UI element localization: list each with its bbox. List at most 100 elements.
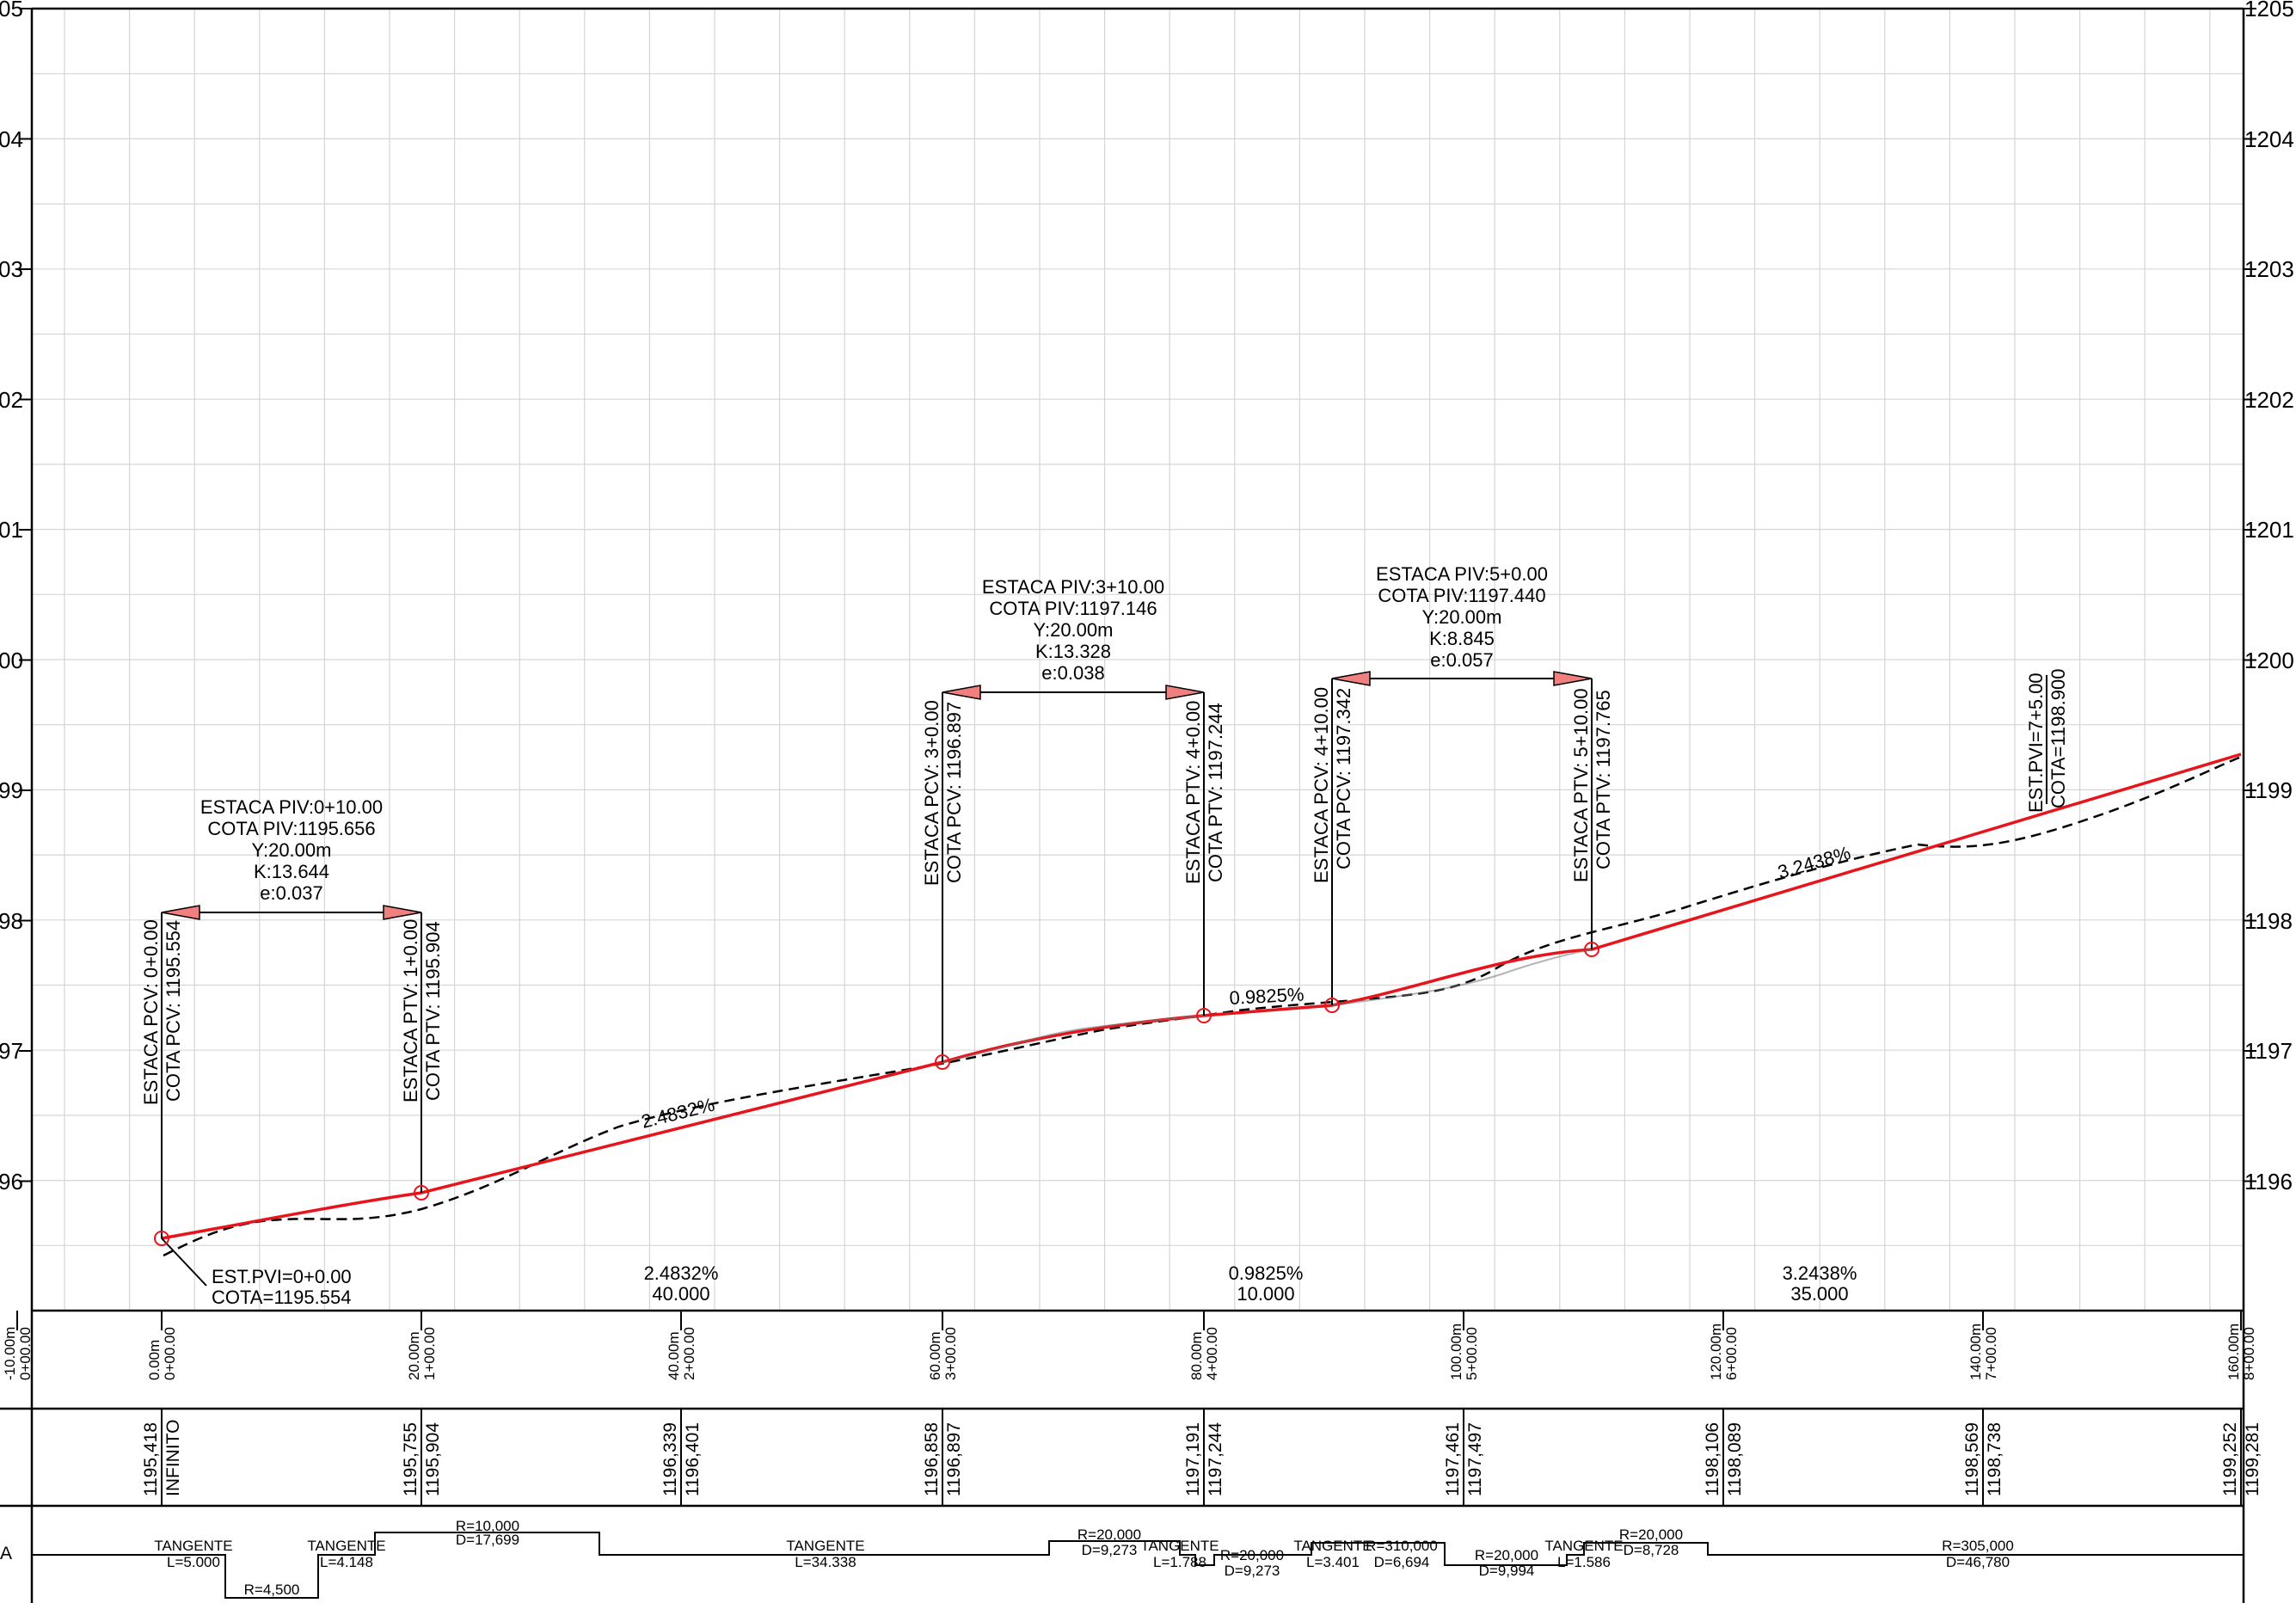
grade-elevation: 1197,497 [1465, 1422, 1485, 1496]
terrain-elevation: 1197,191 [1183, 1422, 1203, 1496]
geometry-element-value: D=9,273 [1082, 1542, 1138, 1558]
pvi-marker [1196, 1008, 1212, 1023]
left-axis: 05 04 03 02 01 00 99 98 97 96 [0, 0, 23, 1195]
pcv-ptv-labels: ESTACA PCV: 0+0.00 COTA PCV: 1195.554 ES… [140, 669, 2069, 1105]
terrain-elevation: 1196,858 [922, 1422, 942, 1496]
geometry-element-type: TANGENTE [1544, 1538, 1623, 1554]
station-name: 1+00.00 [421, 1327, 438, 1380]
terrain-elevation: 1198,106 [1703, 1422, 1722, 1496]
pvi-info-line: K:13.644 [254, 861, 329, 882]
grade-elevation: 1196,401 [683, 1422, 703, 1496]
slope-length-table: 2.4832% 40.000 0.9825% 10.000 3.2438% 35… [644, 1262, 1857, 1305]
segment-slope: 0.9825% [1229, 1262, 1304, 1284]
right-axis-tick: 1197 [2244, 1038, 2293, 1064]
geometry-element-type: TANGENTE [307, 1538, 385, 1554]
segment-length: 40.000 [652, 1283, 709, 1305]
right-axis: 1205 1204 1203 1202 1201 1200 1199 1198 … [2244, 0, 2294, 1195]
pvi-marker [1584, 942, 1599, 957]
terrain-elevation: 1195,418 [141, 1422, 161, 1496]
geometry-element-value: D=9,994 [1479, 1563, 1535, 1579]
ptv-elevation-label: COTA PTV: 1195.904 [422, 921, 444, 1101]
geometry-element-type: TANGENTE [786, 1538, 864, 1554]
grade-elevation: INFINITO [163, 1420, 183, 1496]
pcv-station-label: ESTACA PCV: 0+0.00 [140, 919, 162, 1105]
pvi-info-line: ESTACA PIV:3+10.00 [982, 576, 1164, 598]
terrain-elevation: 1199,252 [2220, 1422, 2240, 1496]
station-distance: 140.00m [1968, 1324, 1984, 1380]
pvi-marker [1324, 998, 1340, 1013]
left-axis-tick: 02 [0, 387, 23, 413]
geometry-element-type: R=20,000 [1475, 1547, 1538, 1563]
curve-length-arrows [161, 671, 1593, 920]
ptv-elevation-label: COTA PTV: 1197.244 [1205, 703, 1226, 882]
end-pvi-station-label: EST.PVI=7+5.00 [2025, 673, 2047, 813]
ptv-station-label: ESTACA PTV: 4+0.00 [1182, 701, 1204, 884]
grade-elevation: 1198,089 [1725, 1422, 1745, 1496]
geometry-element-type: R=4,500 [244, 1582, 300, 1598]
geometry-element-type: TANGENTE [1293, 1538, 1372, 1554]
grade-slope-label: 3.2438% [1775, 842, 1852, 883]
pvi-info-line: ESTACA PIV:0+10.00 [200, 796, 383, 818]
geometry-element-type: TANGENTE [154, 1538, 232, 1554]
profile-grid [19, 8, 2256, 1311]
station-name: 3+00.00 [942, 1327, 959, 1380]
segment-length: 35.000 [1790, 1283, 1848, 1305]
segment-length: 10.000 [1237, 1283, 1294, 1305]
right-axis-tick: 1199 [2244, 777, 2293, 803]
station-distance: 60.00m [927, 1331, 943, 1380]
geometry-band-label: A [0, 1544, 12, 1563]
grade-elevation: 1195,904 [423, 1422, 443, 1496]
pvi-marker [414, 1185, 429, 1201]
station-distance: 40.00m [666, 1331, 682, 1380]
grade-slope-label: 0.9825% [1229, 983, 1305, 1009]
station-name: 7+00.00 [1983, 1327, 1999, 1380]
pvi-info-line: COTA PIV:1197.146 [989, 598, 1157, 619]
terrain-profile-line [163, 755, 2242, 1257]
pvi-marker [154, 1231, 169, 1246]
pvi-info-line: K:13.328 [1035, 641, 1111, 662]
grade-slope-label: 2.4832% [639, 1094, 716, 1133]
horizontal-geometry-band: A TANGENTE L=5.000 R=4,500 TANGENTE L=4.… [0, 1518, 2244, 1599]
pvi-info-line: COTA PIV:1195.656 [207, 818, 375, 839]
pvi-info-line: e:0.057 [1430, 649, 1493, 671]
station-name: 0+00.00 [162, 1327, 178, 1380]
geometry-element-type: R=10,000 [456, 1518, 519, 1534]
geometry-element-value: L=3.401 [1306, 1554, 1360, 1570]
right-axis-tick: 1205 [2244, 0, 2294, 21]
geometry-element-type: R=20,000 [1220, 1547, 1284, 1563]
left-axis-tick: 97 [0, 1038, 23, 1064]
pvi-info-line: COTA PIV:1197.440 [1378, 585, 1545, 606]
grade-elevation: 1198,738 [1985, 1422, 2004, 1496]
elevations-band: 1195,418 INFINITO 1195,755 1195,904 1196,339… [141, 1409, 2262, 1506]
geometry-element-type: R=20,000 [1077, 1526, 1141, 1543]
geometry-element-value: D=6,694 [1374, 1554, 1430, 1570]
grade-elevation: 1199,281 [2243, 1422, 2262, 1496]
station-distance: 20.00m [406, 1331, 422, 1380]
station-distance: 0.00m [146, 1340, 163, 1380]
pvi-info-line: K:8.845 [1429, 628, 1495, 649]
station-distance: 80.00m [1188, 1331, 1205, 1380]
right-axis-tick: 1201 [2244, 517, 2294, 543]
station-name: 8+00.00 [2241, 1327, 2257, 1380]
geometry-element-value: L=34.338 [795, 1554, 856, 1570]
geometry-element-value: D=17,699 [456, 1532, 519, 1548]
stations-band: -10.00m 0+00.00 0.00m 0+00.00 20.00m 1+00.00 4… [2, 1311, 2257, 1380]
profile-frame [0, 7, 2245, 1603]
station-distance: -10.00m [2, 1327, 18, 1380]
geometry-element-value: D=46,780 [1946, 1554, 2010, 1570]
station-distance: 160.00m [2225, 1324, 2242, 1380]
pvi-info-line: ESTACA PIV:5+0.00 [1376, 563, 1548, 585]
segment-slope: 2.4832% [644, 1262, 719, 1284]
right-axis-tick: 1196 [2244, 1169, 2293, 1195]
pcv-elevation-label: COTA PCV: 1195.554 [163, 920, 184, 1102]
geometry-element-type: TANGENTE [1140, 1538, 1219, 1554]
pvi-info-line: Y:20.00m [252, 839, 332, 861]
pvi-info-line: Y:20.00m [1034, 619, 1114, 641]
right-axis-tick: 1200 [2244, 648, 2294, 673]
pvi-leaders [161, 675, 2047, 1287]
pvi-info-line: e:0.037 [260, 882, 322, 904]
left-axis-tick: 03 [0, 256, 23, 282]
left-axis-tick: 99 [0, 777, 23, 803]
grade-elevation: 1197,244 [1206, 1422, 1225, 1496]
pcv-station-label: ESTACA PCV: 3+0.00 [921, 700, 942, 886]
